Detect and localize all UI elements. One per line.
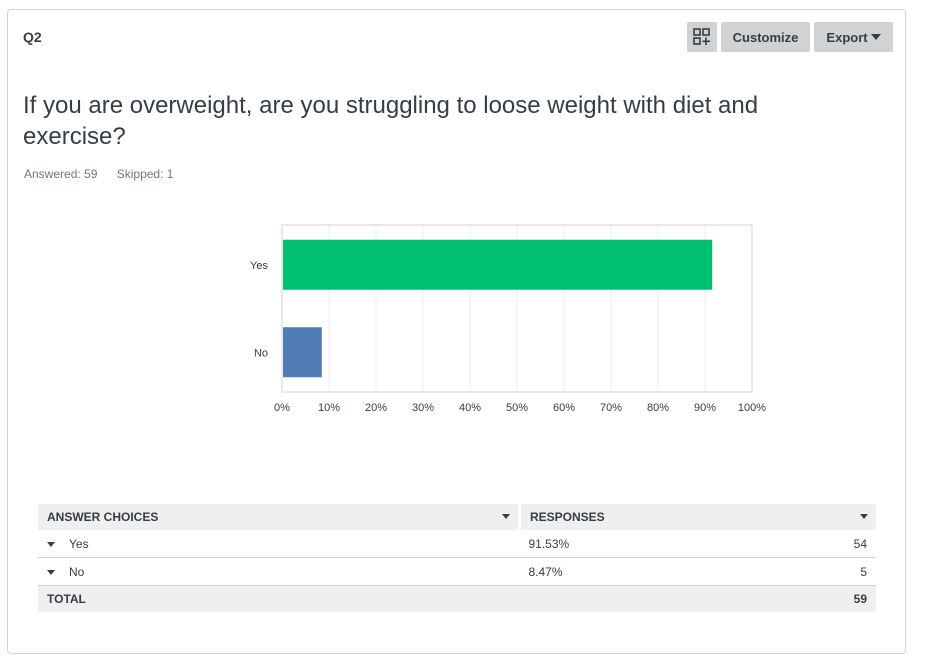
percent-cell: 91.53% (519, 530, 752, 558)
count-cell: 54 (751, 530, 876, 558)
question-title: If you are overweight, are you strugglin… (23, 92, 759, 150)
x-tick-label: 70% (600, 402, 622, 414)
export-label: Export (826, 29, 868, 45)
category-label: Yes (250, 260, 268, 272)
x-tick-label: 100% (738, 402, 766, 414)
plot-frame (281, 224, 753, 393)
answer-choice-cell[interactable]: Yes (38, 530, 520, 558)
answered-count: Answered: 59 (24, 167, 98, 181)
question-number: Q2 (23, 29, 42, 45)
category-label: No (254, 347, 268, 359)
x-tick-label: 10% (318, 402, 340, 414)
sort-caret-icon[interactable] (860, 514, 868, 519)
skipped-count: Skipped: 1 (116, 167, 174, 181)
answer-choices-header[interactable]: ANSWER CHOICES (38, 504, 521, 530)
choice-label: Yes (69, 536, 89, 551)
grid-add-icon[interactable] (687, 22, 717, 52)
bar-no (283, 327, 322, 378)
responses-header-label: RESPONSES (530, 510, 605, 524)
x-tick-label: 80% (647, 402, 669, 414)
response-meta: Answered: 59 Skipped: 1 (24, 167, 189, 181)
x-tick-label: 30% (412, 402, 434, 414)
caret-down-icon (870, 34, 881, 40)
percent-cell: 8.47% (519, 557, 752, 586)
x-tick-label: 20% (365, 402, 387, 414)
total-count: 59 (751, 585, 876, 612)
total-label: TOTAL (38, 585, 520, 612)
toolbar: Customize Export (687, 22, 893, 52)
total-row: TOTAL 59 (38, 585, 876, 612)
x-tick-label: 0% (274, 402, 290, 414)
expand-caret-icon[interactable] (47, 541, 55, 547)
bar-yes (283, 239, 713, 290)
x-tick-label: 90% (694, 402, 716, 414)
answer-choices-header-label: ANSWER CHOICES (47, 510, 159, 524)
export-button[interactable]: Export (814, 22, 893, 52)
table-row: No 8.47% 5 (38, 557, 876, 586)
customize-button[interactable]: Customize (721, 22, 810, 52)
answer-choice-cell[interactable]: No (38, 557, 520, 586)
question-card: Q2 Customize Export If you are overweigh… (7, 9, 906, 654)
expand-caret-icon[interactable] (47, 569, 55, 575)
choice-label: No (69, 564, 85, 579)
responses-header[interactable]: RESPONSES (519, 504, 876, 530)
bar-chart: 0% 10% 20% 30% 40% 50% 60% 70% 80% 90% 100% Yes No (250, 224, 766, 414)
sort-caret-icon[interactable] (502, 514, 510, 519)
total-spacer (519, 585, 752, 612)
table-row: Yes 91.53% 54 (38, 530, 876, 558)
x-tick-label: 60% (553, 402, 575, 414)
x-tick-label: 50% (506, 402, 528, 414)
responses-table: ANSWER CHOICES RESPONSES Yes 91.53% 54 N (38, 504, 876, 612)
count-cell: 5 (751, 557, 876, 586)
x-tick-label: 40% (459, 402, 481, 414)
